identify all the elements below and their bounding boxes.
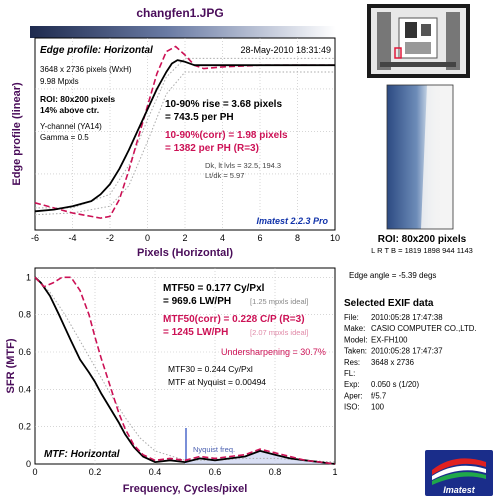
gamma-text: Gamma = 0.5 (40, 133, 89, 142)
light-dark-ratio-text: Lt/dk = 5.97 (205, 171, 244, 180)
edge-x-axis-label: Pixels (Horizontal) (137, 247, 233, 259)
mtf-plot-grid (35, 268, 335, 464)
mtf-y-tick-label: 0.2 (18, 422, 31, 432)
mtf-y-tick-label: 0.4 (18, 384, 31, 394)
undersharpening-text: Undersharpening = 30.7% (221, 347, 326, 357)
edge-x-tick-label: -2 (106, 233, 114, 243)
exif-key: Res: (344, 358, 360, 367)
exif-value: 2010:05:28 17:47:37 (371, 347, 443, 356)
mtf-y-axis-label: SFR (MTF) (5, 338, 17, 393)
roi-text: ROI: 80x200 pixels (40, 94, 115, 104)
edge-plot-grid (35, 38, 335, 230)
edge-x-tick-label: 8 (295, 233, 300, 243)
test-chart-thumbnail (367, 4, 470, 78)
mtf-x-tick-label: 0.4 (149, 467, 162, 477)
edge-plot-x-ticks: -6 -4 -2 0 2 4 6 8 10 (31, 233, 340, 243)
image-size-text: 3648 x 2736 pixels (WxH) (40, 65, 132, 74)
edge-x-tick-label: 4 (220, 233, 225, 243)
logo-text: Imatest (443, 485, 476, 495)
nyquist-label: Nyquist freq. (193, 445, 235, 454)
edge-plot-date: 28-May-2010 18:31:49 (240, 45, 331, 55)
exif-value: 100 (371, 403, 385, 412)
roi-thumbnail (386, 84, 454, 230)
mtf30-text: MTF30 = 0.244 Cy/Pxl (168, 364, 253, 374)
mtf50-corr-ideal-text: [2.07 mpxls ideal] (250, 328, 308, 337)
exif-table: File: 2010:05:28 17:47:38 Make: CASIO COMPU… (344, 313, 477, 412)
mtf-x-tick-label: 0.6 (209, 467, 222, 477)
edge-x-tick-label: 10 (330, 233, 340, 243)
mtf50-corr-text-1: MTF50(corr) = 0.228 C/P (R=3) (163, 314, 305, 325)
edge-x-tick-label: 6 (257, 233, 262, 243)
edge-plot-series (34, 45, 335, 219)
page-title: changfen1.JPG (136, 6, 223, 20)
mtf-y-tick-label: 0.8 (18, 310, 31, 320)
exif-value: 0.050 s (1/20) (371, 380, 420, 389)
edge-series-gray-dotted-0 (35, 57, 335, 209)
mtf-beyond-nyquist-fill (185, 450, 335, 464)
version-label: Imatest 2.2.3 Pro (256, 216, 328, 226)
edge-profile-plot: -6 -4 -2 0 2 4 6 8 10 Pixels (Horizontal) Edge p… (11, 37, 340, 259)
exif-key: Exp: (344, 380, 360, 389)
mtf-y-tick-label: 0 (26, 459, 31, 469)
mtf-x-tick-label: 0.2 (89, 467, 102, 477)
title-gradient-bar (30, 26, 336, 38)
roi-coordinates: L R T B = 1819 1898 944 1143 (371, 246, 473, 255)
mtf50-corr-text-2: = 1245 LW/PH (163, 327, 228, 338)
exif-key: Model: (344, 335, 367, 344)
roi-caption: ROI: 80x200 pixels (378, 234, 467, 245)
mtf-x-tick-label: 0 (32, 467, 37, 477)
exif-key: Taken: (344, 347, 367, 356)
exif-key: FL: (344, 369, 355, 378)
rise-corr-text-1: 10-90%(corr) = 1.98 pixels (165, 130, 288, 141)
mtf-y-tick-label: 1 (26, 272, 31, 282)
mtf-series-red-dashed-0 (34, 276, 336, 465)
mtf-plot-series (34, 276, 336, 465)
nyquist-marker (185, 428, 187, 464)
mpxls-text: 9.98 Mpxls (40, 77, 79, 86)
imatest-logo: Imatest (425, 450, 493, 496)
rise-text-1: 10-90% rise = 3.68 pixels (165, 99, 282, 110)
mtf-plot-ticks: 0 0.2 0.4 0.6 0.8 1 0 0.2 0.4 0.6 0.8 1 (18, 272, 337, 477)
edge-series-gray-dotted-1 (34, 71, 335, 216)
mtf50-text-1: MTF50 = 0.177 Cy/Pxl (163, 283, 265, 294)
exif-value: EX-FH100 (371, 335, 408, 344)
edge-series-black-solid-0 (34, 59, 335, 213)
edge-y-axis-label: Edge profile (linear) (11, 82, 23, 186)
edge-x-tick-label: -4 (68, 233, 76, 243)
exif-title: Selected EXIF data (344, 298, 434, 309)
exif-value: 2010:05:28 17:47:38 (371, 313, 443, 322)
rise-corr-text-2: = 1382 per PH (R=3) (165, 143, 259, 154)
mtf-x-tick-label: 0.8 (269, 467, 282, 477)
edge-angle-text: Edge angle = -5.39 degs (349, 271, 436, 280)
mtf-x-tick-label: 1 (332, 467, 337, 477)
edge-x-tick-label: -6 (31, 233, 39, 243)
edge-series-red-dashed-0 (34, 45, 335, 219)
mtf-nyquist-text: MTF at Nyquist = 0.00494 (168, 377, 266, 387)
mtf-plot: Nyquist freq. 0 0.2 0.4 0.6 0.8 1 0 0.2 0.4 0.6 0.… (5, 267, 338, 495)
mtf-plot-heading: MTF: Horizontal (44, 449, 120, 460)
mtf-series-gray-dotted-0 (34, 276, 336, 463)
mtf-x-axis-label: Frequency, Cycles/pixel (123, 483, 248, 495)
mtf50-text-2: = 969.6 LW/PH (163, 296, 231, 307)
edge-plot-heading: Edge profile: Horizontal (40, 45, 153, 56)
mtf-series-black-solid-0 (34, 276, 336, 465)
edge-x-tick-label: 2 (182, 233, 187, 243)
above-center-text: 14% above ctr. (40, 105, 99, 115)
edge-x-tick-label: 0 (145, 233, 150, 243)
exif-key: Make: (344, 324, 365, 333)
mtf-y-tick-label: 0.6 (18, 347, 31, 357)
dark-light-levels-text: Dk, lt lvls = 32.5, 194.3 (205, 161, 281, 170)
channel-text: Y-channel (YA14) (40, 122, 102, 131)
exif-key: Aper: (344, 391, 363, 400)
rise-text-2: = 743.5 per PH (165, 112, 234, 123)
exif-value: CASIO COMPUTER CO.,LTD. (371, 324, 477, 333)
exif-value: 3648 x 2736 (371, 358, 414, 367)
exif-key: ISO: (344, 403, 360, 412)
mtf50-ideal-text: [1.25 mpxls ideal] (250, 297, 308, 306)
exif-key: File: (344, 313, 359, 322)
exif-value: f/5.7 (371, 391, 386, 400)
